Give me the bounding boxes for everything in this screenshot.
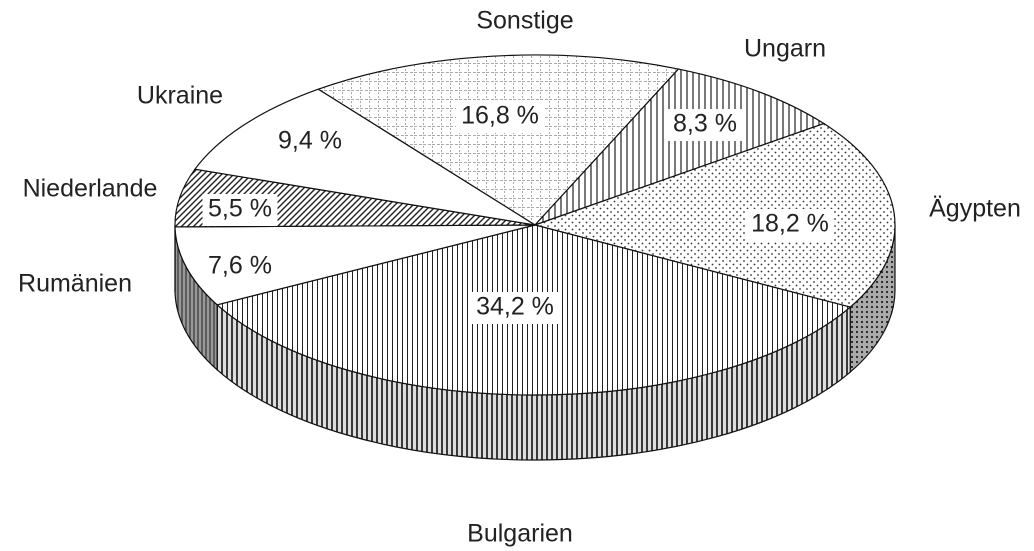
slice — [193, 88, 536, 226]
category-label: Bulgarien — [467, 520, 573, 548]
value-label-bg — [471, 292, 559, 324]
value-label-bg — [202, 194, 278, 226]
category-label: Ukraine — [137, 82, 223, 110]
value-label: 34,2 % — [476, 293, 554, 321]
value-label: 7,6 % — [208, 252, 272, 280]
slice — [174, 224, 536, 306]
value-label-bg — [456, 101, 544, 133]
category-label: Niederlande — [23, 175, 158, 203]
value-label-bg — [746, 209, 834, 241]
value-label: 5,5 % — [208, 195, 272, 223]
slice — [532, 122, 896, 308]
value-label-bg — [667, 109, 743, 141]
value-label-bg — [202, 251, 278, 283]
value-label: 8,3 % — [673, 110, 737, 138]
value-label: 16,8 % — [461, 102, 539, 130]
value-label-bg — [272, 126, 348, 158]
value-label: 18,2 % — [751, 210, 829, 238]
category-label: Sonstige — [476, 7, 573, 35]
slice — [316, 54, 680, 226]
slice — [534, 68, 826, 226]
value-label: 9,4 % — [278, 127, 342, 155]
category-label: Ungarn — [744, 35, 826, 63]
category-label: Rumänien — [18, 270, 132, 298]
category-label: Ägypten — [929, 195, 1021, 223]
